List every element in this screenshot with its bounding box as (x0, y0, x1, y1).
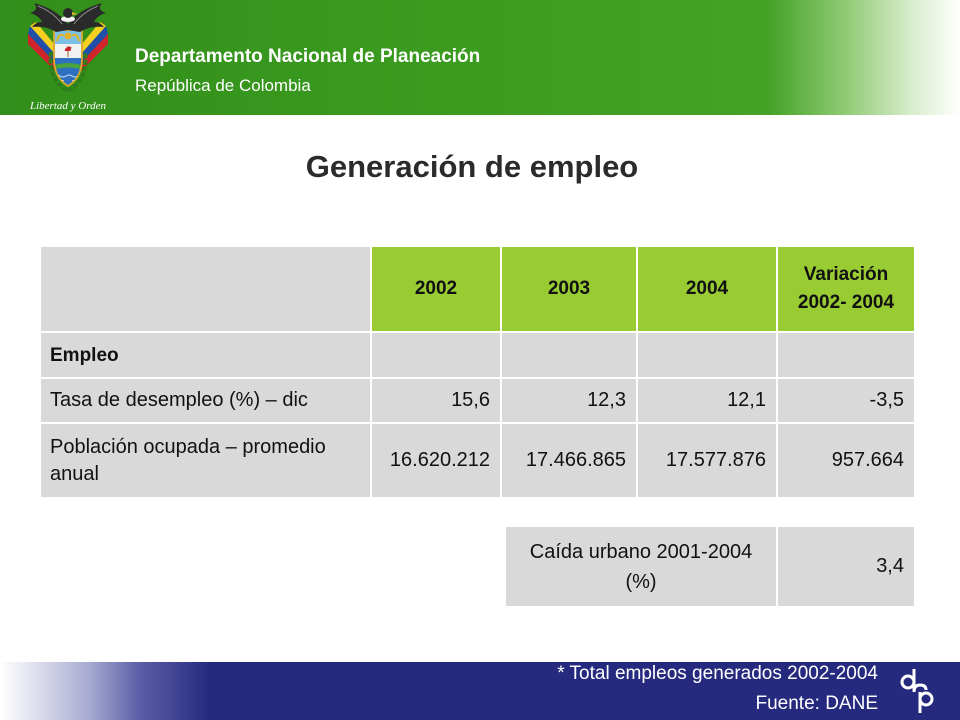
summary-value: 3,4 (778, 527, 914, 606)
condor (30, 3, 106, 32)
footer-band: * Total empleos generados 2002-2004 Fuen… (0, 662, 960, 720)
value-cell: 16.620.212 (372, 424, 500, 497)
header-year-2003: 2003 (502, 247, 636, 331)
colombia-coat-of-arms-icon: Libertad y Orden (22, 0, 114, 115)
footer-note: * Total empleos generados 2002-2004 (557, 663, 878, 684)
footer-source: Fuente: DANE (755, 693, 879, 714)
value-cell: -3,5 (778, 379, 914, 422)
summary-label: Caída urbano 2001-2004 (%) (506, 527, 776, 606)
header-band: Libertad y Orden Departamento Nacional d… (0, 0, 960, 115)
slide-title: Generación de empleo (305, 149, 639, 184)
value-cell: 12,3 (502, 379, 636, 422)
row-label: Población ocupada – promedio anual (41, 424, 370, 497)
org-name: Departamento Nacional de Planeación (135, 46, 481, 67)
empty-cell (638, 333, 776, 377)
laurel (48, 51, 88, 94)
logo-motto: Libertad y Orden (30, 100, 106, 112)
value-cell: 957.664 (778, 424, 914, 497)
table-corner-cell (41, 247, 370, 331)
empty-cell (372, 333, 500, 377)
org-subtitle: República de Colombia (135, 76, 311, 95)
section-label: Empleo (41, 333, 370, 377)
value-cell: 12,1 (638, 379, 776, 422)
value-cell: 15,6 (372, 379, 500, 422)
dnp-logo-icon (900, 669, 934, 713)
urban-drop-table: Caída urbano 2001-2004 (%) 3,4 (506, 527, 914, 606)
flags (28, 21, 108, 85)
employment-table: 2002 2003 2004 Variación 2002- 2004 Empl… (41, 247, 914, 497)
row-label: Tasa de desempleo (%) – dic (41, 379, 370, 422)
empty-cell (778, 333, 914, 377)
header-variation: Variación 2002- 2004 (778, 247, 914, 331)
value-cell: 17.466.865 (502, 424, 636, 497)
value-cell: 17.577.876 (638, 424, 776, 497)
coat-of-arms-graphic (28, 3, 108, 94)
header-year-2004: 2004 (638, 247, 776, 331)
header-year-2002: 2002 (372, 247, 500, 331)
empty-cell (502, 333, 636, 377)
